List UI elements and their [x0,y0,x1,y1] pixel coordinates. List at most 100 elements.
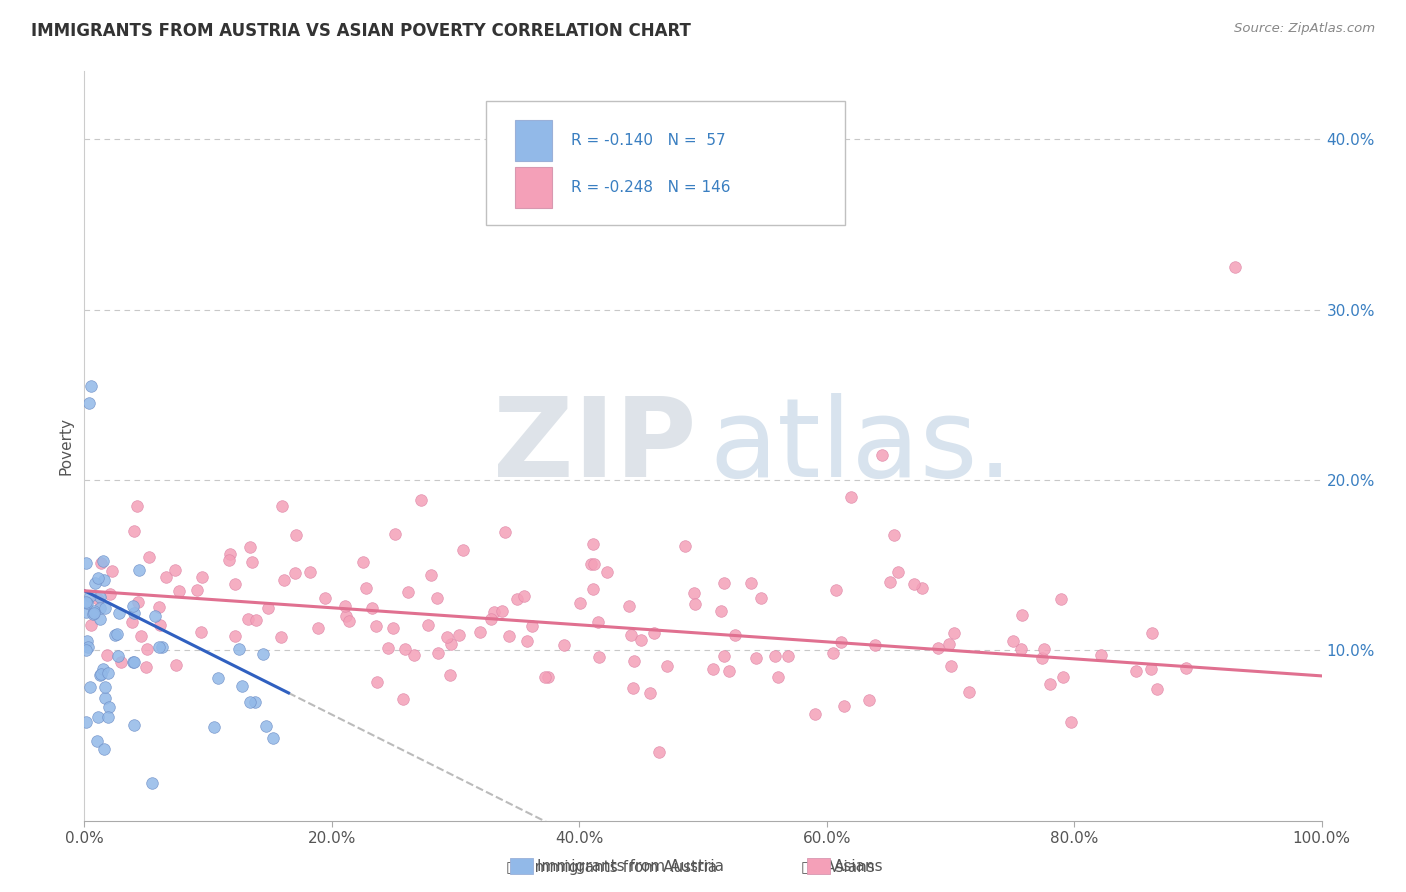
Point [1050,592,1073,607]
Point [927,641,949,656]
Point [98,699,121,714]
Text: ZIP: ZIP [494,392,697,500]
Point [832,699,855,714]
Point [270,630,292,644]
Point [675,539,697,553]
Point [683,597,706,611]
Point [93,573,115,587]
Point [713,649,735,664]
Point [1125,664,1147,678]
Point [93,601,115,615]
Point [100,564,122,578]
Point [89,600,111,615]
Text: IMMIGRANTS FROM AUSTRIA VS ASIAN POVERTY CORRELATION CHART: IMMIGRANTS FROM AUSTRIA VS ASIAN POVERTY… [31,22,690,40]
Point [723,628,745,642]
Text: □  Immigrants from Austria: □ Immigrants from Austria [506,860,717,874]
Point [273,573,295,587]
Text: R = -0.140   N =  57: R = -0.140 N = 57 [571,133,725,148]
Point [105,627,128,641]
Point [364,619,387,633]
Point [207,671,229,685]
Point [108,606,131,620]
Point [402,648,425,663]
Point [1001,633,1024,648]
Point [243,695,266,709]
Point [202,720,225,734]
Point [582,537,605,551]
Point [778,649,800,664]
Point [620,628,643,642]
Point [122,655,145,669]
Point [396,584,419,599]
Point [148,600,170,615]
Point [148,640,170,654]
Point [1010,641,1032,656]
Point [252,648,274,662]
Point [858,693,880,707]
Point [122,718,145,732]
Point [749,591,772,606]
Point [683,586,706,600]
Point [91,554,114,568]
Point [224,629,246,643]
Point [718,664,741,678]
Point [468,625,491,640]
Point [588,649,610,664]
Point [239,541,262,555]
Point [143,608,166,623]
Point [257,601,280,615]
Point [745,650,768,665]
Point [79,618,101,632]
Point [165,563,187,577]
Point [110,655,132,669]
Point [1140,661,1163,675]
Point [1031,650,1053,665]
Point [534,670,557,684]
Point [582,582,605,596]
Point [482,605,505,619]
Point [218,553,240,567]
Point [830,635,852,649]
Point [240,555,263,569]
Point [643,626,665,640]
Text: Source: ZipAtlas.com: Source: ZipAtlas.com [1234,22,1375,36]
Point [621,681,644,696]
Point [75,643,97,657]
Point [76,640,98,655]
Point [83,604,105,618]
Point [910,581,932,595]
Point [82,607,104,621]
Point [122,599,145,613]
Point [872,448,894,462]
Point [582,557,605,571]
Point [381,621,404,635]
Text: Asians: Asians [834,859,883,873]
Point [391,691,413,706]
Point [93,742,115,756]
Text: atlas.: atlas. [709,392,1014,500]
Point [97,665,120,680]
Point [98,587,121,601]
Point [586,615,609,629]
Point [186,583,208,598]
Point [190,570,212,584]
Point [333,599,356,614]
Point [79,590,101,604]
Point [841,490,863,504]
Point [702,662,724,676]
Point [384,526,406,541]
Point [623,654,645,668]
Point [254,718,277,732]
Point [87,571,110,585]
Point [513,589,536,603]
Point [96,648,118,662]
Point [1060,715,1083,730]
Point [439,668,461,682]
Point [938,636,960,650]
Point [427,646,450,660]
Point [710,604,733,618]
Point [516,633,538,648]
Point [155,570,177,584]
Point [228,642,250,657]
Point [409,493,432,508]
